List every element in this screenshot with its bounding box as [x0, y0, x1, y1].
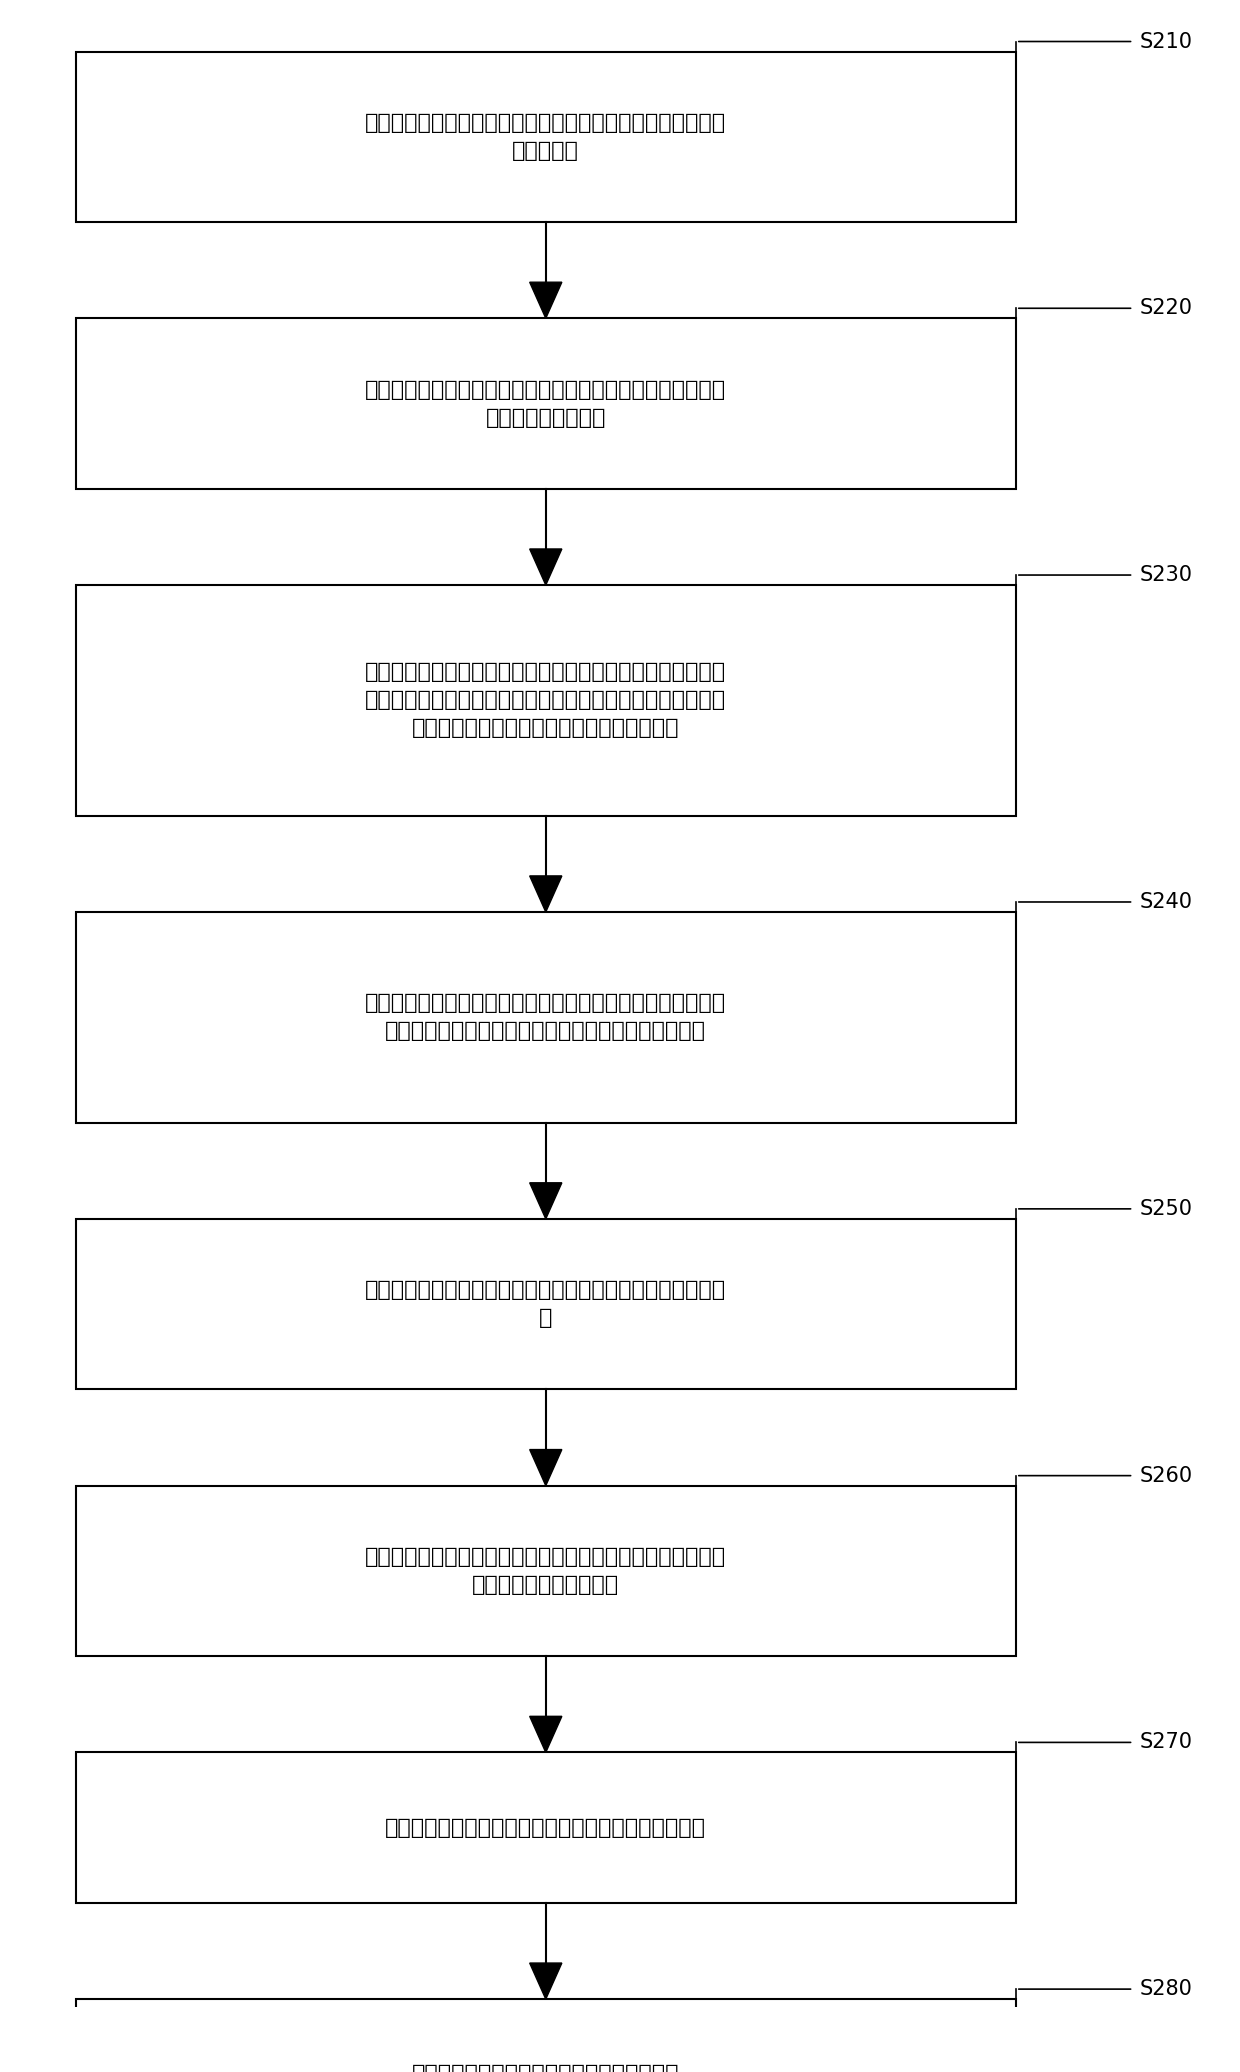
Polygon shape	[529, 1450, 562, 1486]
Polygon shape	[529, 549, 562, 584]
Text: 将窃电行为相关参数与窃电行为相关参数阈值进行比较: 将窃电行为相关参数与窃电行为相关参数阈值进行比较	[386, 1817, 707, 1838]
Polygon shape	[529, 1716, 562, 1753]
Text: S260: S260	[1140, 1465, 1193, 1486]
Text: S210: S210	[1140, 31, 1193, 52]
Text: S270: S270	[1140, 1732, 1193, 1753]
FancyBboxPatch shape	[76, 912, 1016, 1123]
FancyBboxPatch shape	[76, 1999, 1016, 2072]
Text: S240: S240	[1140, 891, 1193, 912]
FancyBboxPatch shape	[76, 319, 1016, 489]
FancyBboxPatch shape	[76, 1486, 1016, 1656]
Text: S220: S220	[1140, 298, 1193, 319]
Text: S230: S230	[1140, 566, 1193, 584]
Polygon shape	[529, 1183, 562, 1218]
Text: S280: S280	[1140, 1979, 1193, 1999]
FancyBboxPatch shape	[76, 584, 1016, 816]
Polygon shape	[529, 1962, 562, 1999]
Text: 从计量大数据提取设定时间内的历史窃电用户的用电量以及台
区损失电量和线损率: 从计量大数据提取设定时间内的历史窃电用户的用电量以及台 区损失电量和线损率	[366, 379, 727, 427]
Text: 根据历史窃电用户的用电量的共同特征以及对应的台区损失电
量的共同特征和线损率的共同特征，确定窃电行为特征: 根据历史窃电用户的用电量的共同特征以及对应的台区损失电 量的共同特征和线损率的共…	[366, 992, 727, 1042]
Polygon shape	[529, 876, 562, 912]
Text: 根据比较结果筛查目标台区内的窃电嫌疑用户: 根据比较结果筛查目标台区内的窃电嫌疑用户	[412, 2064, 680, 2072]
Text: 利用预设算法并根据窃电行为特征，计算窃电行为相关参数阈
值: 利用预设算法并根据窃电行为特征，计算窃电行为相关参数阈 值	[366, 1280, 727, 1328]
Polygon shape	[529, 282, 562, 319]
Text: S250: S250	[1140, 1200, 1193, 1218]
FancyBboxPatch shape	[76, 1753, 1016, 1902]
Text: 获取计量大数据，其中，计量大数据包括用电量、台区损失电
量和线损率: 获取计量大数据，其中，计量大数据包括用电量、台区损失电 量和线损率	[366, 112, 727, 162]
Text: 利用预设算法并根据目标台区的计量大数据，计算目标台区内
用户的窃电行为相关参数: 利用预设算法并根据目标台区的计量大数据，计算目标台区内 用户的窃电行为相关参数	[366, 1548, 727, 1595]
Text: 分析历史窃电用户的每日用电量以及对应每日的台区损失电量
和线损率，得到历史窃电用户的用电量的共同特征以及对应的
台区损失电量的共同特征和线损率的共同特征: 分析历史窃电用户的每日用电量以及对应每日的台区损失电量 和线损率，得到历史窃电用…	[366, 663, 727, 738]
FancyBboxPatch shape	[76, 52, 1016, 222]
FancyBboxPatch shape	[76, 1218, 1016, 1390]
